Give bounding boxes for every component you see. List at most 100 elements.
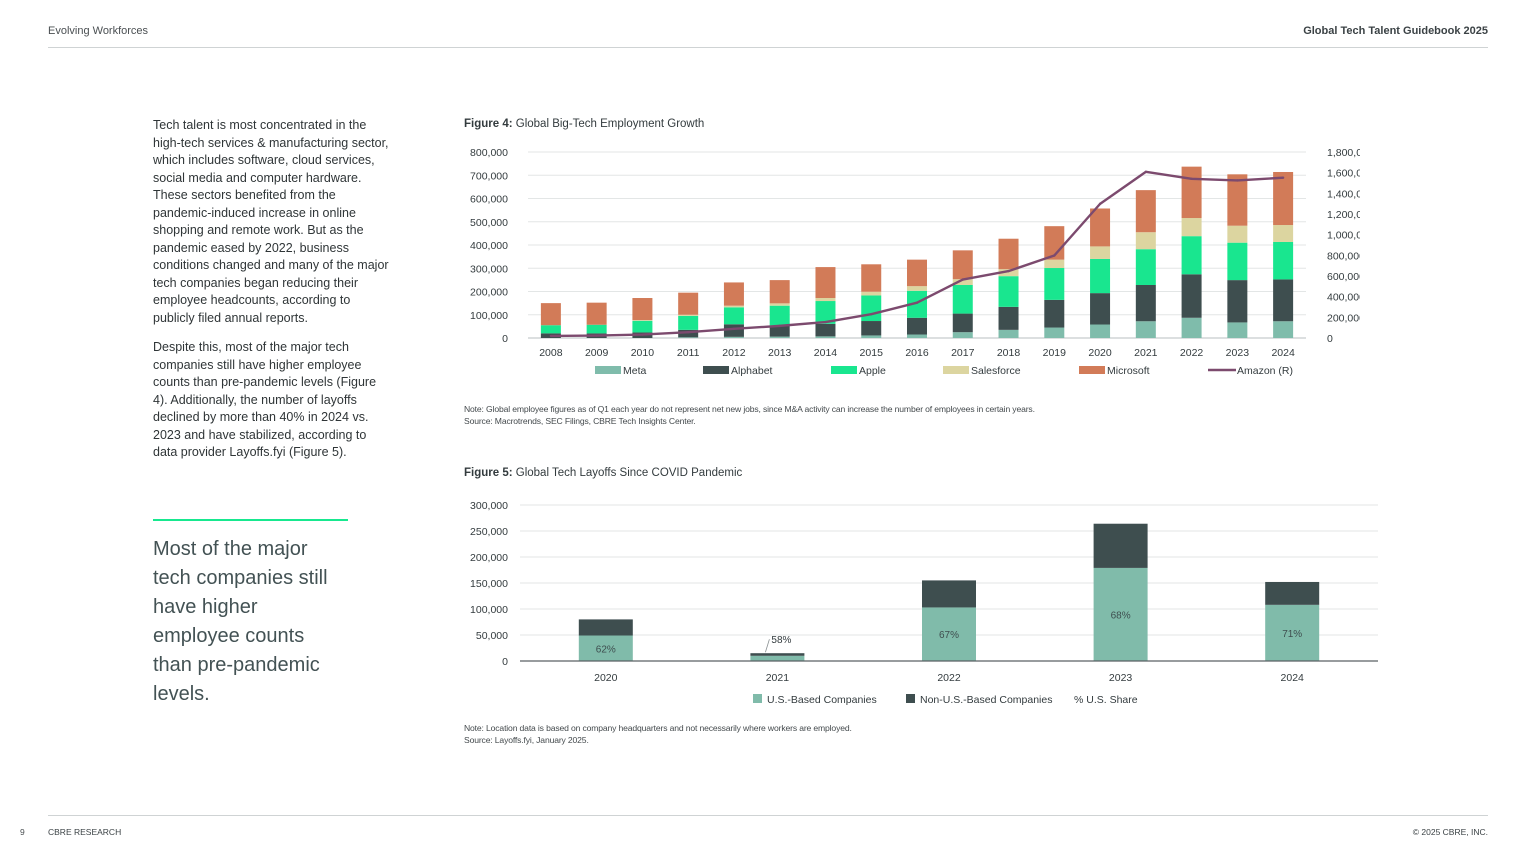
bar-u-s-based-companies bbox=[750, 655, 805, 661]
line-point-amazon bbox=[961, 278, 964, 281]
x-tick-label: 2013 bbox=[768, 347, 792, 359]
bar-salesforce bbox=[769, 303, 790, 306]
figure4-title-text: Global Big-Tech Employment Growth bbox=[515, 118, 705, 130]
bar-meta bbox=[769, 336, 790, 338]
y-tick-label: 200,000 bbox=[470, 287, 508, 299]
bar-alphabet bbox=[952, 313, 973, 333]
bar-alphabet bbox=[1273, 279, 1294, 322]
x-tick-label: 2023 bbox=[1109, 672, 1133, 684]
y-tick-label: 300,000 bbox=[470, 500, 508, 512]
line-point-amazon bbox=[732, 327, 736, 331]
bar-microsoft bbox=[723, 282, 744, 306]
bar-salesforce bbox=[678, 314, 699, 316]
bar-salesforce bbox=[1181, 218, 1202, 237]
legend-label-meta: Meta bbox=[623, 365, 647, 377]
y2-tick-label: 1,200,000 bbox=[1327, 209, 1360, 221]
x-tick-label: 2015 bbox=[860, 347, 884, 359]
bar-apple bbox=[1090, 258, 1111, 294]
bar-salesforce bbox=[952, 279, 973, 285]
bar-alphabet bbox=[1181, 274, 1202, 318]
footer-divider bbox=[48, 815, 1488, 816]
legend-label-apple: Apple bbox=[859, 365, 886, 377]
y-tick-label: 700,000 bbox=[470, 170, 508, 182]
y2-tick-label: 1,600,000 bbox=[1327, 168, 1360, 180]
page-number: 9 bbox=[20, 827, 25, 837]
legend-swatch-salesforce bbox=[943, 366, 969, 374]
bar-apple bbox=[586, 324, 607, 334]
y-tick-label: 0 bbox=[502, 656, 508, 668]
line-point-amazon bbox=[870, 312, 873, 316]
bar-u-s-based-companies bbox=[578, 635, 633, 661]
y-tick-label: 600,000 bbox=[470, 194, 508, 206]
bar-microsoft bbox=[815, 267, 836, 299]
figure4-label: Figure 4: bbox=[464, 118, 513, 130]
line-point-amazon bbox=[595, 334, 598, 337]
bar-apple bbox=[861, 295, 882, 322]
line-point-amazon bbox=[1190, 177, 1193, 180]
legend-swatch-apple bbox=[831, 366, 857, 374]
bar-meta bbox=[723, 336, 744, 338]
bar-microsoft bbox=[586, 302, 607, 325]
section-title: Evolving Workforces bbox=[48, 25, 149, 37]
bar-apple bbox=[540, 325, 561, 334]
bar-non-u-s-based-companies bbox=[922, 580, 976, 608]
bar-microsoft bbox=[540, 303, 561, 326]
bar-microsoft bbox=[1090, 208, 1111, 247]
bar-apple bbox=[678, 315, 699, 330]
x-tick-label: 2014 bbox=[814, 347, 838, 359]
bar-microsoft bbox=[998, 238, 1019, 270]
legend-label-non-us: Non-U.S.-Based Companies bbox=[920, 694, 1052, 706]
line-point-amazon bbox=[641, 333, 644, 336]
y-tick-label: 500,000 bbox=[470, 217, 508, 229]
bar-salesforce bbox=[907, 286, 927, 291]
line-point-amazon bbox=[686, 330, 690, 334]
bar-meta bbox=[861, 335, 882, 338]
x-tick-label: 2017 bbox=[951, 347, 975, 359]
y-tick-label: 200,000 bbox=[470, 552, 508, 564]
share-leader-line bbox=[765, 639, 770, 653]
bar-microsoft bbox=[632, 298, 653, 321]
bar-meta bbox=[1227, 322, 1248, 338]
quote-accent-rule bbox=[153, 519, 348, 521]
x-tick-label: 2022 bbox=[937, 672, 961, 684]
bar-apple bbox=[1227, 242, 1248, 281]
x-tick-label: 2008 bbox=[539, 347, 563, 359]
line-point-amazon bbox=[824, 320, 827, 324]
body-text: Tech talent is most concentrated in the … bbox=[153, 117, 389, 474]
bar-meta bbox=[1044, 327, 1065, 338]
y2-tick-label: 1,800,000 bbox=[1327, 147, 1360, 159]
bar-meta bbox=[815, 336, 836, 338]
x-tick-label: 2010 bbox=[631, 347, 655, 359]
y-tick-label: 0 bbox=[502, 333, 508, 345]
bar-alphabet bbox=[998, 306, 1019, 330]
bar-alphabet bbox=[1090, 293, 1111, 325]
bar-meta bbox=[1135, 321, 1156, 338]
bar-microsoft bbox=[1135, 190, 1156, 233]
y2-tick-label: 800,000 bbox=[1327, 250, 1360, 262]
bar-apple bbox=[723, 307, 744, 325]
line-point-amazon bbox=[915, 301, 919, 304]
figure5-notes: Note: Location data is based on company … bbox=[464, 722, 852, 746]
legend-swatch-us bbox=[753, 694, 762, 703]
bar-meta bbox=[1181, 317, 1202, 338]
bar-salesforce bbox=[1273, 225, 1294, 242]
bar-salesforce bbox=[632, 320, 653, 321]
figure5-title-text: Global Tech Layoffs Since COVID Pandemic bbox=[515, 467, 743, 479]
bar-salesforce bbox=[1135, 232, 1156, 250]
x-tick-label: 2011 bbox=[677, 347, 700, 359]
figure4-notes: Note: Global employee figures as of Q1 e… bbox=[464, 403, 1035, 427]
figure5-title: Figure 5: Global Tech Layoffs Since COVI… bbox=[464, 467, 742, 479]
body-paragraph-1: Tech talent is most concentrated in the … bbox=[153, 118, 389, 325]
line-point-amazon bbox=[1053, 254, 1056, 257]
x-tick-label: 2009 bbox=[585, 347, 609, 359]
bar-apple bbox=[769, 305, 790, 326]
line-point-amazon bbox=[1007, 269, 1010, 273]
legend-swatch-alphabet bbox=[703, 366, 729, 374]
y-tick-label: 100,000 bbox=[470, 310, 508, 322]
legend-label-microsoft: Microsoft bbox=[1107, 365, 1150, 377]
legend-swatch-microsoft bbox=[1079, 366, 1105, 374]
bar-microsoft bbox=[1181, 166, 1202, 219]
bar-non-u-s-based-companies bbox=[578, 619, 633, 636]
bar-salesforce bbox=[1044, 259, 1065, 269]
share-label: 58% bbox=[771, 635, 791, 646]
